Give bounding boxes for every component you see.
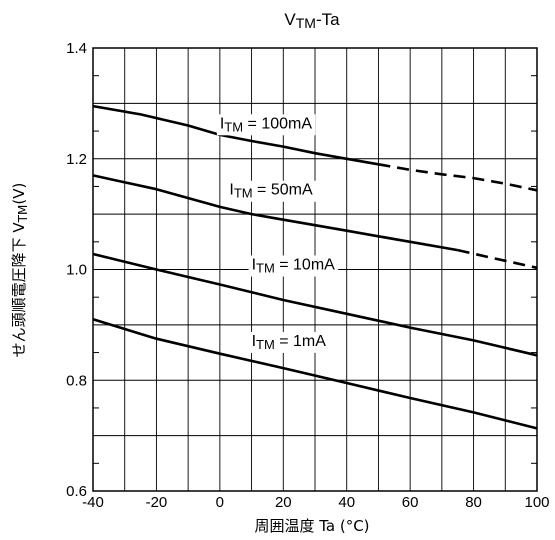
y-tick-label: 1.2 (66, 151, 87, 168)
curve-label-bg (248, 331, 330, 353)
curve-label-bg (248, 255, 339, 277)
y-axis-label-main: せん頭順電圧降下 V (10, 222, 28, 358)
x-axis-label: 周囲温度 Ta (°C) (254, 517, 369, 535)
x-tick-label: 20 (275, 494, 292, 511)
y-axis-label: せん頭順電圧降下 VTM(V) (10, 183, 30, 358)
x-tick-labels: -40 -20 0 20 40 60 80 100 (82, 494, 549, 511)
chart-title-main: V (284, 10, 296, 29)
y-axis-label-suffix: (V) (10, 183, 28, 205)
chart-title-sub: TM (296, 15, 316, 31)
curve-label-100ma: ITM = 100mA (216, 114, 316, 136)
y-tick-label: 0.6 (66, 483, 87, 500)
x-tick-label: 60 (402, 494, 419, 511)
curve-label-bg (216, 114, 316, 136)
axis-ticks (93, 75, 537, 464)
curve-label-1ma: ITM = 1mA (248, 331, 330, 353)
series-dashed-50ma (457, 248, 538, 270)
chart-title: VTM-Ta (284, 10, 340, 31)
curve-label-text: ITM = 50mA (229, 182, 313, 201)
x-tick-label: 0 (216, 494, 224, 511)
series-line-10ma (92, 252, 538, 357)
y-axis-label-sub: TM (16, 205, 30, 224)
series-dashed-100ma (378, 163, 538, 192)
curve-label-text: ITM = 1mA (252, 333, 327, 352)
x-tick-label: -20 (146, 494, 168, 511)
series-line-1ma (92, 318, 538, 430)
x-tick-label: 80 (465, 494, 482, 511)
curve-label-10ma: ITM = 10mA (248, 255, 339, 277)
curve-label-bg (226, 180, 316, 202)
plot-frame (92, 47, 538, 492)
series-lines (92, 104, 538, 430)
y-tick-label: 0.8 (66, 372, 87, 389)
chart-title-suffix: -Ta (316, 10, 340, 29)
x-tick-label: 100 (524, 494, 549, 511)
series-line-50ma (92, 174, 458, 252)
series-line-100ma (92, 104, 379, 166)
curve-label-text: ITM = 100mA (220, 115, 312, 134)
y-tick-label: 1.0 (66, 262, 87, 279)
curve-labels: ITM = 100mA ITM = 50mA ITM = 10mA ITM = 1mA (216, 114, 339, 353)
y-tick-labels: 0.6 0.8 1.0 1.2 1.4 (66, 40, 87, 500)
curve-label-50ma: ITM = 50mA (226, 180, 316, 202)
x-tick-label: -40 (82, 494, 104, 511)
x-tick-label: 40 (338, 494, 355, 511)
y-tick-label: 1.4 (66, 40, 87, 57)
curve-label-text: ITM = 10mA (252, 257, 336, 276)
